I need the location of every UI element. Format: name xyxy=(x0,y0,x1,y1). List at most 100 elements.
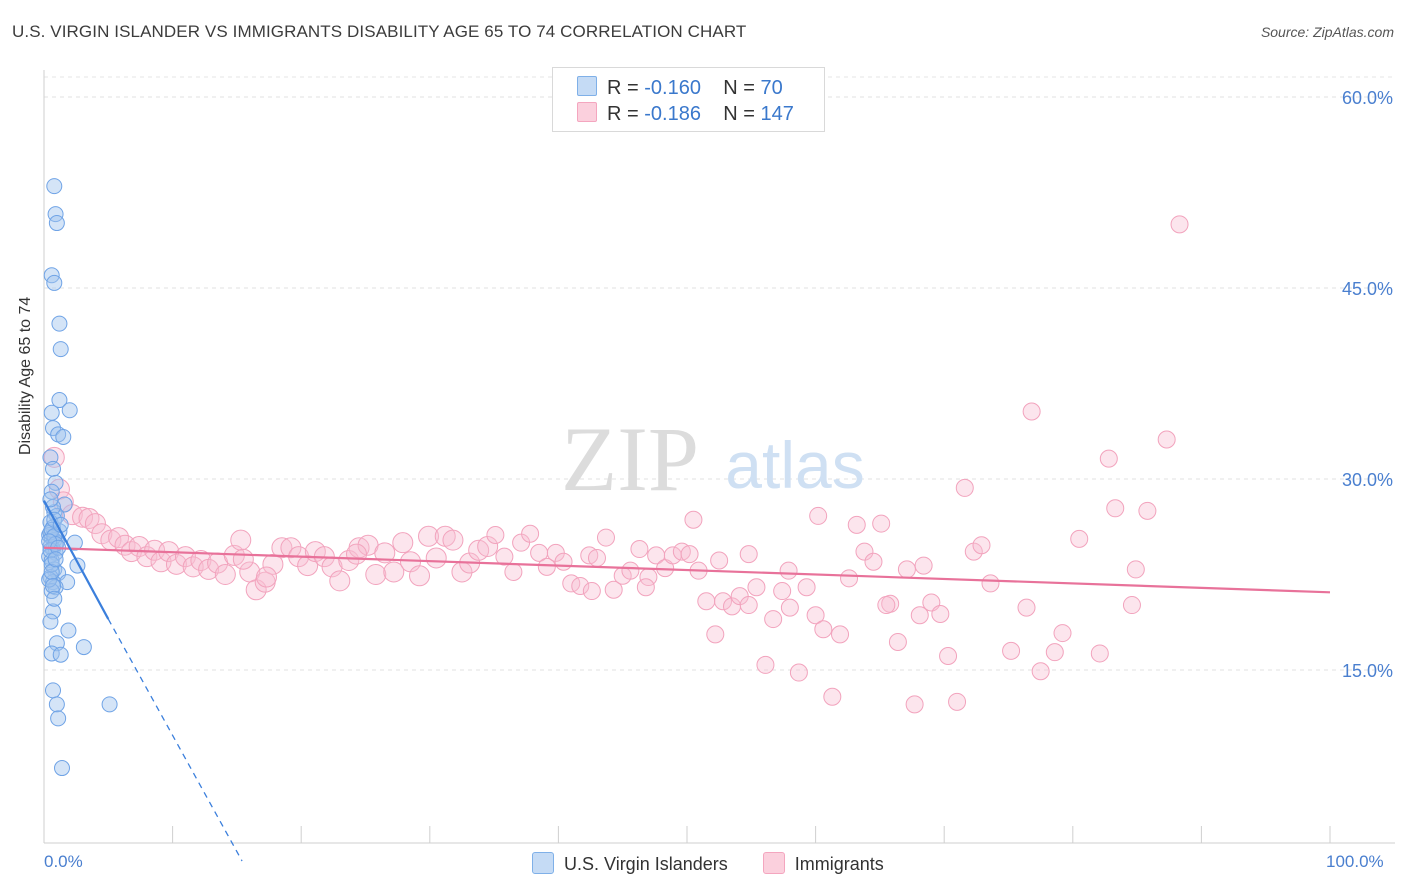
n-value: 70 xyxy=(760,77,783,99)
data-point xyxy=(931,604,950,623)
data-point xyxy=(486,526,505,545)
data-point xyxy=(981,574,1000,593)
data-point xyxy=(621,561,640,580)
x-tick-label-100: 100.0% xyxy=(1326,852,1384,871)
data-point xyxy=(43,563,60,580)
series-virgin-islanders xyxy=(41,178,118,777)
data-point xyxy=(582,582,601,601)
data-point xyxy=(910,606,929,625)
data-point xyxy=(604,580,623,599)
data-point xyxy=(61,402,78,419)
data-point xyxy=(948,692,967,711)
data-point xyxy=(365,564,387,585)
legend-row-virgin-islanders: R = -0.160 N = 70 xyxy=(577,76,783,100)
data-point xyxy=(45,603,62,620)
data-point xyxy=(383,561,405,583)
data-point xyxy=(84,513,106,535)
data-point xyxy=(255,566,277,588)
data-point xyxy=(897,560,916,579)
data-point xyxy=(905,695,924,714)
data-point xyxy=(52,646,69,663)
data-point xyxy=(823,687,842,706)
chart-title: U.S. VIRGIN ISLANDER VS IMMIGRANTS DISAB… xyxy=(12,22,747,41)
data-point xyxy=(42,491,59,508)
data-point xyxy=(809,506,828,525)
data-point xyxy=(50,710,67,727)
data-point xyxy=(504,562,523,581)
data-point xyxy=(877,596,896,615)
data-point xyxy=(1090,644,1109,663)
y-tick-label: 45.0% xyxy=(1342,279,1393,299)
data-point xyxy=(45,682,62,699)
legend-swatch-blue xyxy=(532,852,554,874)
data-point xyxy=(587,548,606,567)
legend-row-immigrants: R = -0.186 N = 147 xyxy=(577,102,794,126)
data-point xyxy=(48,215,65,232)
y-tick-labels: 15.0% 30.0% 45.0% 60.0% xyxy=(1342,88,1393,681)
data-point xyxy=(680,545,699,564)
series-legend: U.S. Virgin Islanders Immigrants xyxy=(532,852,914,875)
data-point xyxy=(1002,641,1021,660)
watermark: ZIP atlas xyxy=(561,408,865,510)
data-point xyxy=(739,596,758,615)
data-point xyxy=(45,420,62,437)
data-point xyxy=(1106,499,1125,518)
r-value: -0.160 xyxy=(644,77,701,99)
data-point xyxy=(1070,529,1089,548)
data-point xyxy=(280,537,302,559)
data-point xyxy=(60,622,77,639)
legend-label: U.S. Virgin Islanders xyxy=(564,854,728,874)
data-point xyxy=(1138,501,1157,520)
trendline-virgin-islanders-extension xyxy=(107,618,243,862)
data-point xyxy=(75,639,92,656)
data-point xyxy=(48,696,65,713)
data-point xyxy=(47,551,64,568)
data-point xyxy=(1017,598,1036,617)
data-point xyxy=(54,760,71,777)
data-point xyxy=(72,506,94,528)
data-point xyxy=(190,549,212,571)
data-point xyxy=(596,528,615,547)
y-tick-label: 15.0% xyxy=(1342,661,1393,681)
y-tick-label: 60.0% xyxy=(1342,88,1393,108)
data-point xyxy=(101,696,118,713)
legend-item-immigrants: Immigrants xyxy=(762,852,884,875)
axes xyxy=(43,70,1395,844)
data-point xyxy=(739,545,758,564)
data-point xyxy=(831,625,850,644)
data-point xyxy=(42,613,59,630)
data-point xyxy=(442,529,464,551)
data-point xyxy=(806,606,825,625)
data-point xyxy=(697,592,716,611)
data-point xyxy=(374,542,396,564)
data-point xyxy=(329,570,351,592)
n-label: N = xyxy=(723,103,755,125)
legend-swatch-pink xyxy=(577,102,597,122)
data-point xyxy=(684,510,703,529)
data-point xyxy=(864,552,883,571)
data-point xyxy=(409,565,431,587)
data-point xyxy=(477,535,499,557)
data-point xyxy=(43,404,60,421)
legend-swatch-blue xyxy=(577,76,597,96)
data-point xyxy=(55,428,72,445)
r-value: -0.186 xyxy=(644,103,701,125)
legend-swatch-pink xyxy=(762,852,785,874)
data-point xyxy=(297,555,319,577)
data-point xyxy=(955,478,974,497)
data-point xyxy=(495,547,514,566)
source-label: Source: ZipAtlas.com xyxy=(1260,24,1394,40)
data-point xyxy=(847,515,866,534)
data-point xyxy=(537,557,556,576)
data-point xyxy=(425,547,447,569)
data-point xyxy=(888,632,907,651)
data-point xyxy=(773,582,792,601)
watermark-atlas: atlas xyxy=(725,428,864,502)
legend-item-virgin-islanders: U.S. Virgin Islanders xyxy=(532,852,728,875)
data-point xyxy=(47,474,64,491)
data-point xyxy=(872,514,891,533)
y-axis-label: Disability Age 65 to 74 xyxy=(17,296,34,455)
n-value: 147 xyxy=(760,103,794,125)
data-point xyxy=(521,524,540,543)
